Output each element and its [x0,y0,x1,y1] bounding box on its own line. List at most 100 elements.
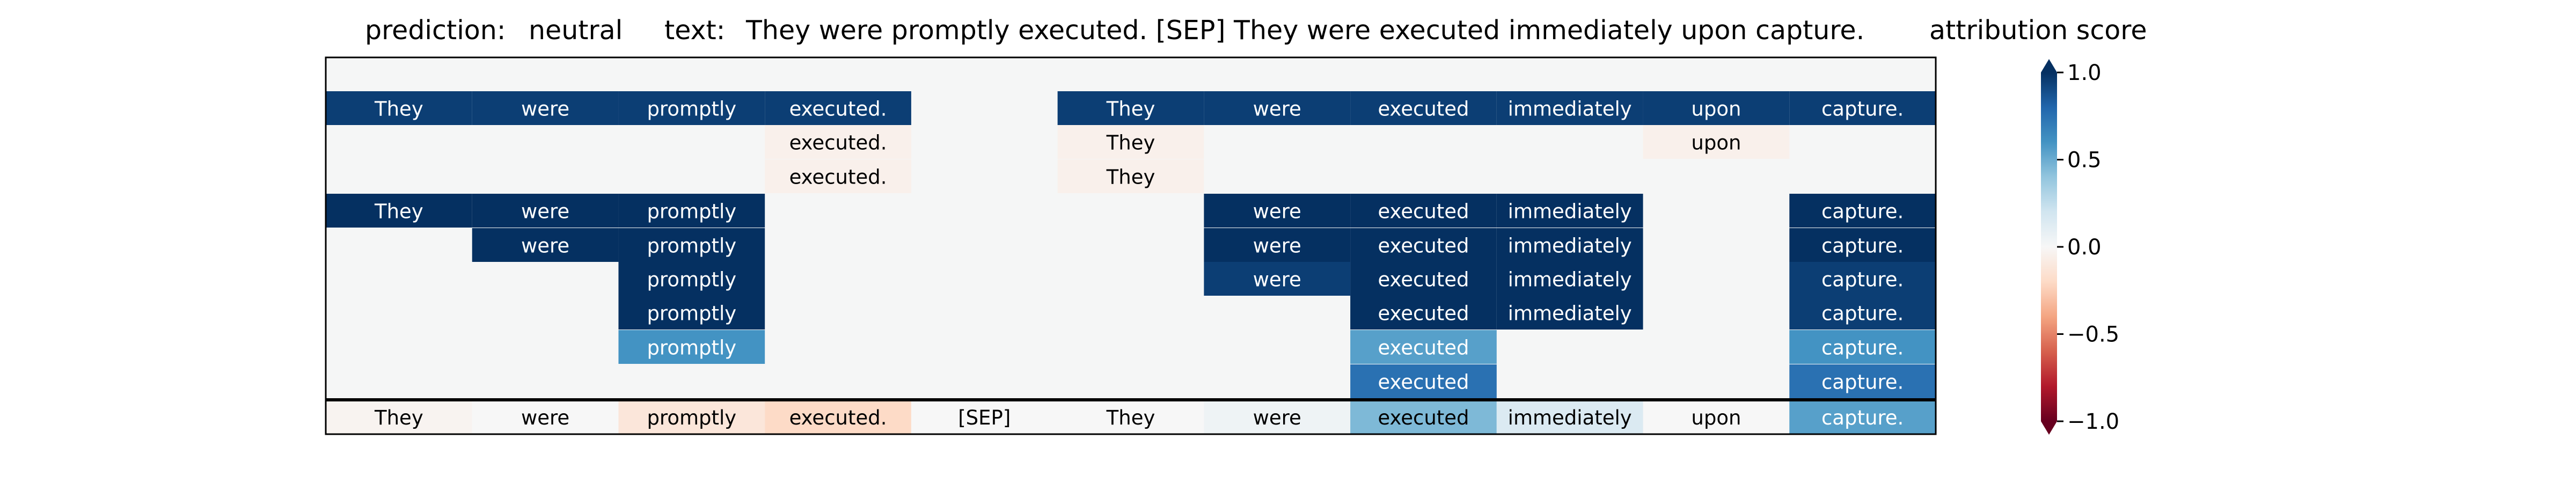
explanation-row-token: executed. [789,131,887,155]
explanation-row-cell [765,125,911,159]
attribution-row-token: capture. [1821,406,1904,429]
attribution-row-token: upon [1691,406,1741,429]
explanation-row-cell [1496,194,1643,228]
explanation-row-token: capture. [1821,268,1904,291]
explanation-row-cell [472,194,619,228]
prediction-label: prediction: [365,15,506,46]
attribution-row-cell [911,400,1058,434]
explanation-row-token: executed [1378,235,1469,258]
heatmap-frame [325,56,1937,435]
explanation-row-token: executed [1378,268,1469,291]
chart-title: prediction: neutral text: They were prom… [0,15,2576,53]
explanation-row-cell [1789,330,1936,364]
explanation-row-cell [618,194,765,228]
explanation-row-cell [618,91,765,125]
attribution-row-token: executed [1378,406,1469,429]
attribution-row-token: immediately [1508,406,1632,429]
explanation-row-cell [1350,296,1497,330]
explanation-row-cell [1057,91,1204,125]
attribution-row-token: They [1106,406,1155,429]
prediction-value: neutral [529,15,623,46]
explanation-row-token: executed. [789,166,887,189]
explanation-row-cell [472,91,619,125]
explanation-row-token: immediately [1508,235,1632,258]
explanation-row-cell [1789,262,1936,296]
explanation-row-cell [326,194,472,228]
explanation-row-token: executed [1378,98,1469,121]
text-label: text: [664,15,726,46]
colorbar-tick-label: 0.0 [2067,235,2102,260]
explanation-row-token: promptly [647,268,736,291]
explanation-row-token: executed. [789,98,887,121]
explanation-row-cell [1789,91,1936,125]
attribution-row-token: [SEP] [958,406,1011,429]
explanation-row-cell [1789,296,1936,330]
explanation-row-cell [618,228,765,262]
attribution-row-cell [1789,400,1936,434]
explanation-row-token: were [1253,268,1301,291]
explanation-row-token: executed [1378,200,1469,223]
colorbar-tick-label: 0.5 [2067,148,2102,173]
attribution-row-cell [326,400,472,434]
attribution-row-cell [1643,400,1790,434]
explanation-row-token: were [1253,235,1301,258]
explanation-row-cell [1643,91,1790,125]
explanation-row-token: upon [1691,98,1741,121]
explanation-row-cell [1789,364,1936,398]
explanation-row-token: were [521,98,569,121]
attribution-row-token: were [521,406,569,429]
explanation-row-token: executed [1378,336,1469,360]
explanation-row-cell [1643,125,1790,159]
explanation-row-cell [1350,194,1497,228]
explanation-row-token: promptly [647,302,736,325]
explanation-row-cell [1350,364,1497,398]
explanation-row-token: capture. [1821,200,1904,223]
explanation-row-cell [1204,228,1351,262]
explanation-row-cell [618,296,765,330]
colorbar-tick-label: 1.0 [2067,61,2102,85]
attribution-row-token: They [374,406,423,429]
explanation-row-token: promptly [647,336,736,360]
colorbar: 1.0 0.5 0.0 −0.5 −1.0 [2041,59,2119,435]
explanation-row-token: were [1253,200,1301,223]
text-value: They were promptly executed. [SEP] They … [746,15,1865,46]
explanation-row-token: They [374,200,423,223]
explanation-row-token: were [521,200,569,223]
explanation-row-token: upon [1691,131,1741,155]
attribution-row-cell [1057,400,1204,434]
explanation-row-token: immediately [1508,268,1632,291]
explanation-row-cell [1350,228,1497,262]
explanation-row-cell [1204,194,1351,228]
explanation-row-cell [1057,159,1204,193]
attribution-row-cell [765,400,911,434]
explanation-row-cell [765,159,911,193]
explanation-row-token: immediately [1508,98,1632,121]
explanation-row-cell [1496,262,1643,296]
explanation-row-cell [1350,91,1497,125]
colorbar-tick-label: −1.0 [2067,409,2119,434]
explanation-row-token: were [1253,98,1301,121]
explanation-row-cell [1789,228,1936,262]
attribution-row-token: executed. [789,406,887,429]
explanation-row-cell [618,330,765,364]
explanation-row-cell [618,262,765,296]
explanation-row-cell [765,91,911,125]
explanation-row-token: capture. [1821,336,1904,360]
explanation-row-cell [1496,91,1643,125]
explanation-row-cell [1204,262,1351,296]
explanation-row-token: They [1106,166,1155,189]
explanation-row-token: promptly [647,200,736,223]
colorbar-bottom-extension [2041,421,2057,435]
explanation-row-token: capture. [1821,98,1904,121]
explanation-row-token: They [374,98,423,121]
explanation-row-cell [1057,125,1204,159]
explanation-row-cell [1496,228,1643,262]
attribution-row-cell [618,400,765,434]
explanation-row-token: capture. [1821,371,1904,394]
explanation-row-token: promptly [647,98,736,121]
explanation-row-cell [1496,296,1643,330]
explanation-row-cell [1204,91,1351,125]
colorbar-title: attribution score [1929,15,2147,46]
explanation-row-token: were [521,235,569,258]
